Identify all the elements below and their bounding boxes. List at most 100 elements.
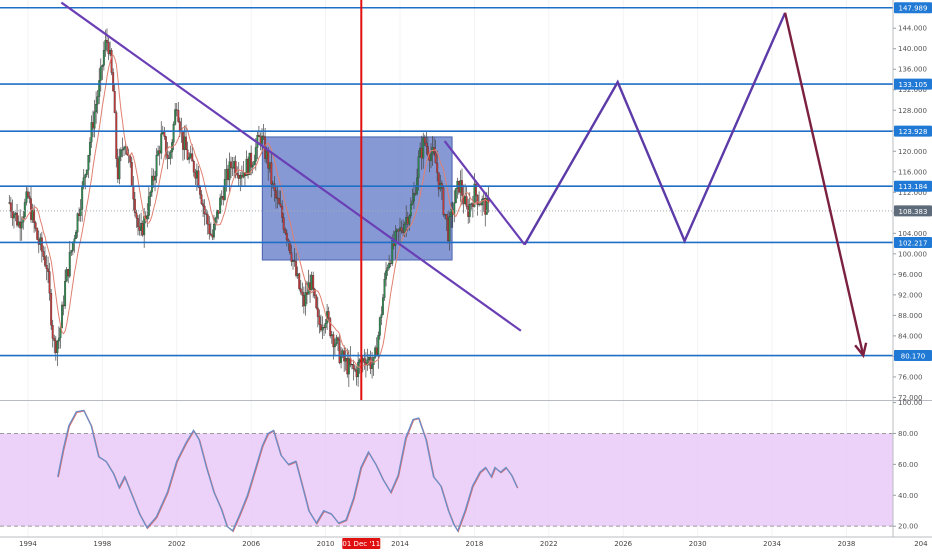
candle	[383, 278, 386, 298]
candle	[36, 228, 39, 240]
candle	[212, 224, 215, 238]
oscillator-tick-label: 40.00	[898, 492, 918, 500]
candle	[186, 149, 189, 160]
candle	[403, 223, 406, 233]
candle	[44, 256, 46, 266]
candle	[250, 152, 253, 168]
candle	[42, 251, 45, 257]
candle	[166, 154, 169, 159]
candle	[178, 121, 181, 132]
price-tick-label: 120.000	[898, 148, 927, 156]
candle	[168, 157, 170, 160]
candle	[140, 223, 143, 231]
candle	[98, 80, 101, 97]
candle	[236, 173, 239, 176]
candle	[425, 142, 428, 147]
candle	[310, 275, 313, 291]
candle	[318, 316, 321, 325]
candle	[95, 104, 98, 113]
candle	[381, 297, 384, 315]
candle	[137, 217, 139, 228]
candle	[312, 275, 315, 290]
candle	[470, 203, 473, 205]
candle	[116, 158, 119, 180]
candle	[237, 174, 240, 179]
crosshair-date-badge	[342, 538, 381, 549]
price-tick-label: 128.000	[898, 107, 927, 115]
candle	[347, 358, 350, 375]
candle	[304, 292, 307, 307]
candle	[54, 340, 57, 353]
candle	[485, 198, 488, 215]
candle	[50, 293, 53, 326]
candle	[17, 221, 20, 226]
candle	[417, 156, 420, 179]
candle	[389, 262, 392, 265]
candle	[73, 238, 76, 243]
time-tick-label: 2010	[317, 540, 335, 548]
candle	[45, 265, 48, 269]
candle	[20, 222, 23, 229]
candle	[174, 109, 177, 125]
projection-down-arrow	[783, 12, 865, 356]
candle	[332, 334, 335, 348]
candle	[228, 161, 231, 181]
candle	[315, 295, 318, 309]
candle	[199, 186, 201, 195]
candle	[123, 147, 125, 150]
candle	[220, 196, 223, 199]
candle	[419, 147, 422, 157]
candle	[434, 152, 437, 164]
candle	[203, 205, 206, 214]
candle	[386, 267, 389, 272]
candle	[78, 213, 81, 216]
candle	[324, 323, 327, 328]
candle	[267, 151, 270, 169]
candle	[257, 135, 260, 137]
time-tick-label: 1998	[93, 540, 111, 548]
candle	[222, 196, 225, 200]
candle	[163, 131, 166, 137]
candle	[254, 147, 257, 162]
time-tick-label: 1994	[19, 540, 37, 548]
candle	[482, 198, 485, 200]
candle	[475, 183, 477, 196]
level-price-label-bg	[894, 236, 932, 248]
candle	[177, 110, 180, 122]
candle	[333, 343, 336, 348]
candle	[309, 282, 312, 291]
candle	[206, 214, 209, 225]
candle	[59, 327, 62, 339]
candle	[400, 227, 403, 232]
candle	[146, 215, 149, 220]
candle	[39, 237, 42, 245]
time-tick-label: 2002	[168, 540, 186, 548]
level-price-label: 123.928	[899, 128, 928, 136]
price-tick-label: 88.000	[898, 312, 923, 320]
candle	[57, 337, 60, 342]
candle	[385, 270, 387, 280]
oscillator-tick-label: 80.00	[898, 430, 918, 438]
candle	[230, 161, 232, 168]
oscillator-line	[57, 409, 518, 533]
level-price-label-bg	[894, 125, 932, 137]
candle	[51, 324, 54, 339]
candle	[16, 212, 19, 226]
candle	[354, 368, 356, 371]
candle	[31, 209, 34, 220]
candle	[412, 192, 415, 202]
candle	[200, 194, 203, 204]
candle	[194, 172, 197, 179]
candle	[399, 227, 401, 232]
candle	[394, 231, 397, 246]
candle	[155, 154, 158, 177]
level-price-label: 133.105	[899, 81, 928, 89]
candle	[414, 192, 417, 195]
candle	[115, 112, 118, 159]
candle	[70, 250, 73, 253]
price-tick-label: 96.000	[898, 271, 923, 279]
price-axis-bg	[893, 0, 932, 550]
moving-average-line	[21, 54, 489, 369]
candle	[82, 177, 85, 186]
candle	[430, 153, 432, 161]
